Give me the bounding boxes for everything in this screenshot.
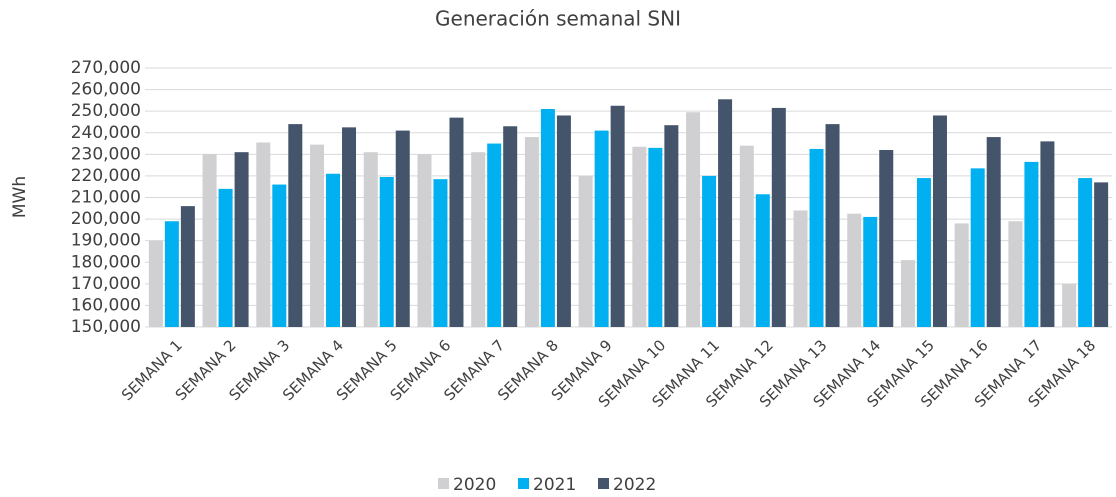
y-tick-label: 190,000 xyxy=(71,231,141,251)
bar xyxy=(847,213,862,327)
bar xyxy=(1040,141,1055,327)
bar xyxy=(900,260,915,327)
bar xyxy=(986,137,1001,327)
bar xyxy=(954,223,969,327)
bar xyxy=(1078,178,1093,327)
bar xyxy=(180,206,195,327)
bar xyxy=(395,130,410,327)
bar xyxy=(648,147,663,327)
bar xyxy=(148,240,163,327)
bar xyxy=(417,154,432,327)
legend-label: 2022 xyxy=(613,475,656,495)
y-tick-label: 220,000 xyxy=(71,166,141,186)
bar xyxy=(288,124,303,327)
bar xyxy=(540,109,555,327)
legend-swatch xyxy=(438,478,449,489)
bar xyxy=(1024,161,1039,327)
bar xyxy=(449,117,464,328)
bar xyxy=(218,188,233,327)
bar xyxy=(234,152,249,327)
bar xyxy=(970,168,985,327)
y-tick-label: 160,000 xyxy=(71,295,141,315)
bar xyxy=(272,184,287,327)
bar xyxy=(379,176,394,327)
bar xyxy=(310,144,325,327)
bar xyxy=(879,150,894,327)
legend-swatch xyxy=(518,478,529,489)
y-tick-label: 240,000 xyxy=(71,123,141,143)
bar xyxy=(503,126,518,328)
bar xyxy=(164,221,179,327)
bar xyxy=(1062,283,1077,327)
bar xyxy=(793,210,808,327)
bar xyxy=(755,194,770,327)
bar xyxy=(202,154,217,327)
bar xyxy=(471,152,486,327)
bar xyxy=(932,115,947,327)
bar xyxy=(487,143,502,327)
bar xyxy=(739,145,754,327)
bar xyxy=(1094,182,1109,327)
y-tick-label: 260,000 xyxy=(71,80,141,100)
y-axis-label: MWh xyxy=(10,176,30,218)
bar xyxy=(363,152,378,327)
y-tick-label: 180,000 xyxy=(71,252,141,272)
bar xyxy=(326,173,341,327)
y-tick-label: 230,000 xyxy=(71,144,141,164)
bar xyxy=(702,175,717,327)
legend-label: 2020 xyxy=(453,475,496,495)
legend-label: 2021 xyxy=(533,475,576,495)
bar xyxy=(809,148,824,327)
bar xyxy=(594,130,609,327)
y-tick-label: 150,000 xyxy=(71,317,141,337)
bar xyxy=(686,112,701,327)
bar xyxy=(342,127,357,328)
bar xyxy=(718,99,733,327)
bar xyxy=(664,125,679,327)
bar xyxy=(556,115,571,327)
y-tick-label: 170,000 xyxy=(71,274,141,294)
bar xyxy=(610,105,625,327)
bar xyxy=(916,178,931,327)
bar xyxy=(578,175,593,327)
bar xyxy=(524,137,539,327)
y-tick-label: 270,000 xyxy=(71,58,141,78)
bar xyxy=(1008,221,1023,327)
y-tick-label: 250,000 xyxy=(71,101,141,121)
bar xyxy=(771,107,786,327)
chart-title: Generación semanal SNI xyxy=(435,7,681,31)
bar xyxy=(825,124,840,327)
bar xyxy=(632,146,647,327)
bar xyxy=(256,142,271,327)
bar xyxy=(863,216,878,327)
legend-swatch xyxy=(598,478,609,489)
y-tick-label: 200,000 xyxy=(71,209,141,229)
bar xyxy=(433,179,448,327)
y-tick-label: 210,000 xyxy=(71,188,141,208)
